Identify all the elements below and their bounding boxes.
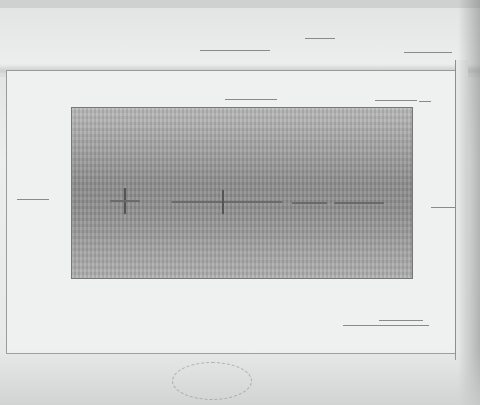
- right-shadow: [458, 0, 480, 405]
- faint-stamp: [172, 362, 252, 400]
- scanned-image-block: [71, 107, 413, 279]
- left-crosshair-horizontal: [110, 200, 140, 202]
- center-dashed-line-3: [334, 202, 384, 204]
- top-header-line: [200, 50, 270, 51]
- top-right-line: [404, 52, 452, 53]
- signature-line: [343, 325, 429, 326]
- signature-line-2: [379, 320, 423, 321]
- document-sheet: [6, 70, 460, 354]
- sheet-corner-mark: [419, 101, 431, 102]
- top-sheet: [0, 0, 480, 75]
- sheet-header-line: [225, 99, 277, 100]
- left-margin-line: [17, 199, 49, 200]
- right-margin-line: [431, 207, 459, 208]
- center-dashed-line-2: [292, 202, 327, 204]
- scan-noise: [72, 108, 412, 278]
- center-crosshair-mark: [222, 190, 224, 214]
- top-edge-shadow: [0, 0, 480, 8]
- sheet-right-edge: [455, 60, 468, 360]
- sheet-right-line: [375, 100, 417, 101]
- top-mid-line: [305, 38, 335, 39]
- center-dashed-line: [172, 201, 282, 203]
